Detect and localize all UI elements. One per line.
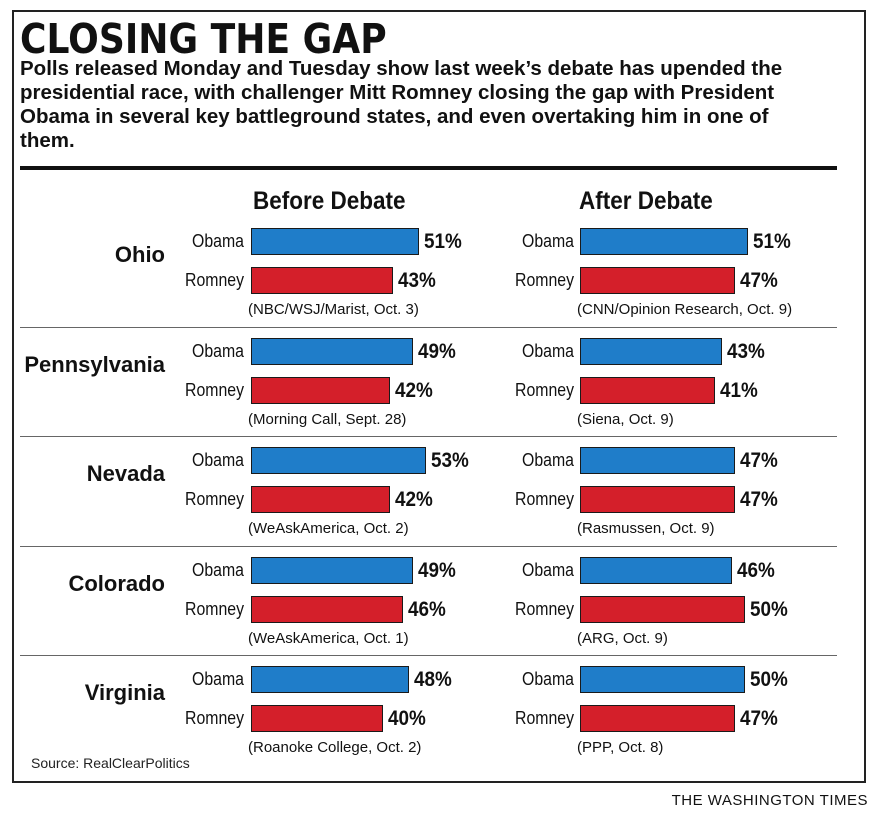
after-obama-value: 47% (740, 449, 778, 472)
before-obama-label: Obama (192, 669, 244, 689)
after-romney-label: Romney (515, 489, 574, 509)
state-divider (20, 545, 837, 547)
after-poll-source: (ARG, Oct. 9) (577, 629, 668, 647)
panel-header-after: After Debate (579, 187, 713, 215)
state-label-ohio: Ohio (114, 242, 165, 267)
before-obama-label: Obama (192, 340, 244, 361)
after-poll-source: (Rasmussen, Oct. 9) (577, 520, 715, 537)
after-obama-label: Obama (522, 669, 574, 689)
before-romney-bar (251, 267, 393, 294)
before-romney-bar (251, 376, 390, 404)
before-obama-value: 49% (417, 558, 456, 582)
after-obama-label: Obama (522, 559, 574, 580)
before-obama-label: Obama (192, 450, 244, 470)
state-label-nevada: Nevada (86, 461, 165, 486)
after-obama-bar (580, 337, 722, 365)
before-obama-value: 49% (417, 339, 456, 363)
before-romney-value: 42% (394, 378, 433, 402)
after-obama-value: 51% (753, 230, 792, 253)
after-romney-label: Romney (515, 708, 574, 728)
after-obama-label: Obama (522, 340, 574, 361)
after-romney-label: Romney (515, 270, 574, 290)
after-romney-value: 47% (740, 488, 778, 511)
chart-subtitle: Polls released Monday and Tuesday show l… (20, 57, 783, 152)
state-divider (20, 436, 837, 437)
before-romney-label: Romney (185, 708, 244, 728)
after-romney-label: Romney (515, 379, 574, 400)
after-obama-bar (580, 666, 745, 693)
after-obama-value: 50% (750, 668, 788, 691)
before-romney-value: 42% (394, 488, 433, 511)
state-label-pennsylvania: Pennsylvania (24, 351, 165, 377)
after-romney-value: 50% (750, 597, 788, 621)
before-obama-value: 51% (424, 230, 463, 253)
after-poll-source: (PPP, Oct. 8) (577, 739, 664, 756)
after-obama-value: 46% (736, 558, 775, 582)
before-romney-label: Romney (185, 598, 244, 619)
before-poll-source: (Roanoke College, Oct. 2) (248, 739, 422, 756)
graphic-frame (12, 10, 866, 783)
before-romney-value: 43% (397, 269, 436, 292)
before-obama-label: Obama (192, 559, 244, 580)
after-obama-label: Obama (522, 450, 574, 470)
before-romney-bar (251, 486, 390, 513)
after-romney-value: 47% (740, 707, 778, 730)
chart-title: CLOSING THE GAP (20, 15, 387, 63)
state-label-virginia: Virginia (84, 680, 165, 705)
before-obama-bar (251, 666, 410, 693)
before-obama-bar (251, 556, 413, 584)
before-obama-bar (251, 447, 426, 474)
before-romney-value: 40% (388, 707, 426, 730)
before-romney-label: Romney (185, 489, 244, 509)
after-poll-source: (Siena, Oct. 9) (577, 410, 674, 428)
source-note: Source: RealClearPolitics (31, 755, 190, 771)
before-obama-bar (251, 337, 413, 365)
before-poll-source: (WeAskAmerica, Oct. 1) (248, 629, 409, 647)
before-poll-source: (NBC/WSJ/Marist, Oct. 3) (248, 301, 419, 318)
after-obama-bar (580, 228, 749, 255)
state-label-colorado: Colorado (68, 570, 165, 596)
before-obama-label: Obama (192, 231, 244, 251)
before-romney-label: Romney (185, 379, 244, 400)
before-obama-value: 48% (414, 668, 453, 691)
publisher-credit: THE WASHINGTON TIMES (671, 792, 868, 809)
after-romney-value: 47% (740, 269, 778, 292)
before-romney-value: 46% (407, 597, 446, 621)
before-obama-value: 53% (430, 449, 469, 472)
after-romney-bar (580, 486, 736, 513)
before-poll-source: (Morning Call, Sept. 28) (248, 410, 407, 428)
after-romney-value: 41% (720, 378, 759, 402)
panel-header-before: Before Debate (253, 187, 406, 215)
header-rule (20, 166, 837, 170)
before-obama-bar (251, 228, 420, 255)
before-poll-source: (WeAskAmerica, Oct. 2) (248, 520, 409, 537)
before-romney-bar (251, 705, 383, 732)
state-divider (20, 326, 837, 328)
before-romney-bar (251, 595, 403, 623)
after-romney-label: Romney (515, 598, 574, 619)
after-poll-source: (CNN/Opinion Research, Oct. 9) (577, 301, 793, 318)
after-obama-value: 43% (726, 339, 765, 363)
after-romney-bar (580, 595, 745, 623)
after-romney-bar (580, 376, 716, 404)
after-obama-bar (580, 556, 732, 584)
before-romney-label: Romney (185, 270, 244, 290)
after-obama-bar (580, 447, 736, 474)
state-divider (20, 655, 837, 656)
after-romney-bar (580, 267, 736, 294)
after-romney-bar (580, 705, 736, 732)
after-obama-label: Obama (522, 231, 574, 251)
